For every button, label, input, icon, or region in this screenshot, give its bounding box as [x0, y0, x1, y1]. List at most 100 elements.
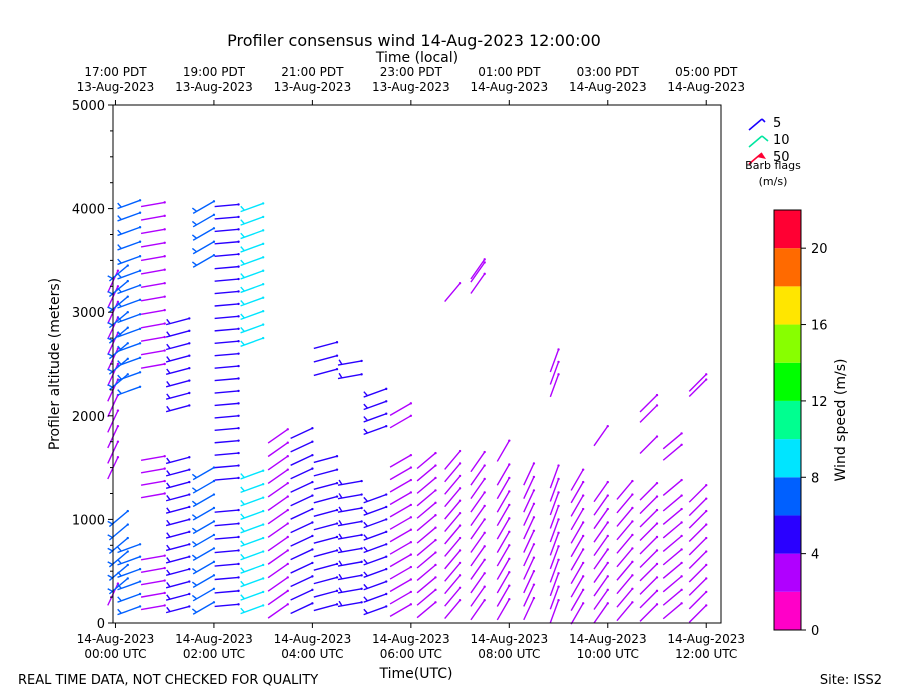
wind-barb [549, 531, 560, 556]
barb-shaft [290, 575, 313, 588]
barb-shaft [470, 478, 486, 500]
barb-shaft [593, 495, 609, 516]
barb-half [240, 205, 245, 211]
barb-shaft [267, 576, 289, 592]
barb-base [163, 214, 166, 218]
wind-barb [313, 549, 339, 558]
barb-half [166, 606, 171, 613]
barb-shaft [214, 315, 239, 320]
wind-barb [240, 536, 265, 547]
barb-shaft [267, 549, 289, 565]
barb-base [237, 340, 240, 343]
barb-shaft [639, 404, 658, 423]
barb-half [240, 607, 245, 613]
wind-barb [191, 601, 216, 615]
barb-base [116, 582, 120, 585]
wind-barb [549, 572, 560, 597]
wind-barb [214, 302, 240, 307]
wind-barb [240, 269, 265, 280]
barb-shaft [444, 574, 461, 595]
barb-base [138, 226, 142, 229]
barb-shaft [140, 592, 165, 598]
wind-barb [214, 476, 240, 481]
barb-base [126, 523, 129, 526]
barb-base [335, 508, 339, 512]
barb-shaft [616, 507, 633, 527]
wind-barb [523, 556, 536, 580]
barb-base [237, 240, 240, 243]
barb-base [138, 211, 142, 214]
barb-base [434, 551, 437, 554]
wind-barb [444, 599, 462, 620]
barb-shaft [444, 450, 461, 470]
top-tick-time: 01:00 PDT [478, 65, 541, 79]
barb-base [483, 261, 486, 264]
wind-barb [639, 404, 659, 423]
top-tick-date: 14-Aug-2023 [569, 80, 647, 94]
barb-shaft [337, 520, 362, 527]
barb-base [532, 462, 536, 465]
top-tick-date: 14-Aug-2023 [667, 80, 745, 94]
barb-base [557, 545, 560, 548]
barb-half [338, 506, 343, 512]
barb-base [483, 585, 486, 588]
barb-base [237, 464, 240, 467]
barb-base [655, 481, 659, 485]
wind-barb [444, 561, 462, 582]
barb-base [163, 554, 166, 557]
barb-base [261, 577, 265, 580]
wind-barb [662, 478, 683, 496]
barb-shaft [140, 228, 165, 235]
barb-base [631, 547, 634, 550]
wind-barb [117, 371, 142, 382]
wind-barb [117, 592, 142, 603]
wind-barb [140, 604, 166, 611]
barb-shaft [140, 242, 165, 248]
barb-shaft [267, 455, 289, 471]
barb-base [188, 543, 191, 546]
barb-base [508, 571, 511, 574]
wind-barb [117, 342, 142, 353]
barb-shaft [290, 602, 313, 615]
barb-base [126, 311, 129, 314]
barb-half [166, 405, 171, 412]
wind-barb [688, 577, 708, 596]
barb-shaft [214, 352, 239, 357]
wind-barb [363, 580, 388, 591]
barb-base [163, 228, 166, 231]
barb-shaft [639, 482, 658, 501]
x-tick-time: 08:00 UTC [478, 647, 540, 661]
wind-barb [191, 493, 216, 508]
barb-shaft [108, 358, 129, 375]
wind-barb [662, 443, 683, 461]
barb-shaft [523, 543, 535, 567]
barb-shaft [444, 487, 461, 508]
barb-half [107, 352, 113, 357]
barb-base [261, 309, 265, 313]
wind-barb [549, 373, 560, 398]
barb-half [363, 559, 368, 565]
barb-shaft [639, 536, 658, 555]
barb-half [107, 547, 113, 552]
wind-barb [470, 545, 486, 567]
wind-barb [165, 342, 191, 351]
barb-shaft [290, 562, 313, 574]
barb-base [557, 360, 560, 364]
barb-base [237, 427, 240, 430]
barb-shaft [416, 601, 436, 619]
wind-barb [214, 377, 240, 382]
wind-barb [191, 213, 216, 228]
wind-barb [313, 455, 339, 464]
wind-barb [337, 372, 363, 380]
barb-base [311, 494, 314, 497]
barb-base [286, 508, 289, 512]
barb-base [163, 201, 166, 204]
barb-base [631, 560, 634, 564]
wind-barb [214, 265, 240, 270]
barb-base [311, 575, 314, 578]
barb-base [409, 402, 413, 405]
wind-barb [523, 475, 536, 499]
barb-shaft [389, 554, 412, 568]
top-tick-time: 17:00 PDT [84, 65, 147, 79]
